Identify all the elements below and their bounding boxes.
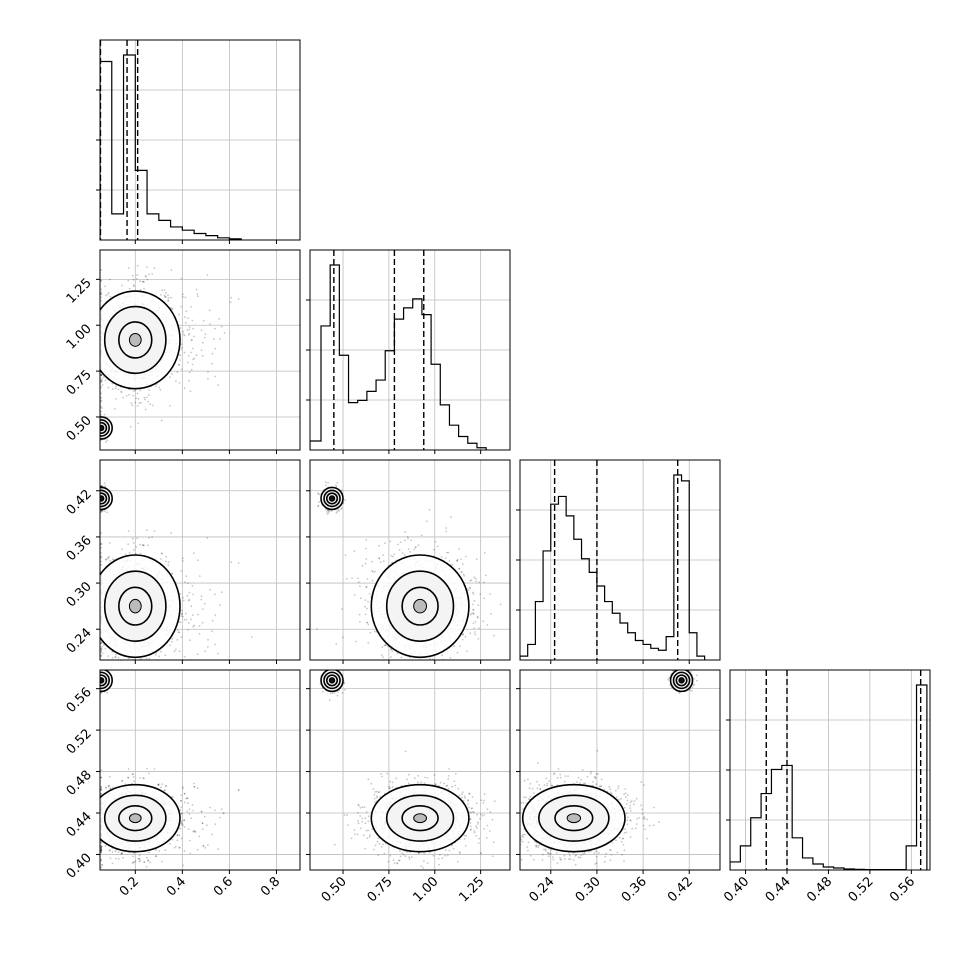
x-tick-label: 0.75 bbox=[365, 874, 396, 905]
y-tick-label: 0.30 bbox=[64, 579, 95, 610]
y-tick-label: 0.50 bbox=[64, 413, 95, 444]
y-tick-label: 0.48 bbox=[64, 768, 95, 799]
scatter-frame-p0-p3 bbox=[99, 669, 301, 871]
x-tick-label: 0.36 bbox=[619, 874, 650, 905]
x-tick-label: 0.48 bbox=[804, 874, 835, 905]
density-contour bbox=[100, 424, 105, 432]
density-contour bbox=[678, 677, 685, 684]
histogram-panel-p1 bbox=[306, 250, 510, 450]
scatter-panel-p0-p2 bbox=[100, 460, 300, 660]
histogram-step bbox=[520, 474, 706, 660]
y-tick-label: 1.00 bbox=[64, 321, 95, 352]
density-contour bbox=[328, 677, 336, 684]
y-tick-label: 0.36 bbox=[64, 533, 95, 564]
histogram-frame-p3 bbox=[729, 669, 931, 871]
histogram-frame-p0 bbox=[99, 39, 301, 241]
scatter-frame-p2-p3 bbox=[519, 669, 721, 871]
scatter-panel-p0-p1 bbox=[100, 250, 300, 450]
density-contour bbox=[413, 598, 428, 614]
scatter-frame-p0-p2 bbox=[99, 459, 301, 661]
x-tick-label: 1.25 bbox=[456, 874, 487, 905]
x-tick-label: 0.42 bbox=[665, 874, 696, 905]
histogram-panel-p0 bbox=[96, 40, 300, 240]
x-tick-label: 0.8 bbox=[258, 874, 283, 899]
scatter-frame-p0-p1 bbox=[99, 249, 301, 451]
x-tick-label: 0.40 bbox=[721, 874, 752, 905]
x-tick-label: 0.56 bbox=[887, 874, 918, 905]
density-contour bbox=[566, 813, 582, 824]
y-tick-label: 0.56 bbox=[64, 685, 95, 716]
x-tick-label: 0.44 bbox=[763, 874, 794, 905]
scatter-frame-p1-p2 bbox=[309, 459, 511, 661]
y-tick-label: 0.52 bbox=[64, 726, 95, 757]
histogram-step bbox=[100, 54, 242, 240]
density-contour bbox=[328, 495, 336, 502]
scatter-panel-p0-p3 bbox=[100, 670, 300, 870]
density-contour bbox=[413, 813, 428, 824]
y-tick-label: 1.25 bbox=[64, 276, 95, 307]
density-contour bbox=[100, 495, 105, 502]
histogram-frame-p1 bbox=[309, 249, 511, 451]
scatter-frame-p1-p3 bbox=[309, 669, 511, 871]
density-contour bbox=[128, 332, 142, 347]
x-tick-label: 0.52 bbox=[846, 874, 877, 905]
histogram-panel-p2 bbox=[516, 460, 720, 660]
y-tick-label: 0.40 bbox=[64, 851, 95, 882]
x-tick-label: 1.00 bbox=[411, 874, 442, 905]
x-tick-label: 0.50 bbox=[319, 874, 350, 905]
scatter-panel-p1-p3 bbox=[310, 670, 510, 870]
histogram-panel-p3 bbox=[726, 670, 930, 870]
x-tick-label: 0.24 bbox=[527, 874, 558, 905]
x-tick-label: 0.6 bbox=[211, 874, 236, 899]
scatter-panel-p2-p3 bbox=[520, 670, 720, 870]
x-tick-label: 0.30 bbox=[573, 874, 604, 905]
x-tick-label: 0.2 bbox=[117, 874, 142, 899]
y-tick-label: 0.24 bbox=[64, 625, 95, 656]
scatter-panel-p1-p2 bbox=[310, 460, 510, 660]
histogram-step bbox=[310, 264, 487, 450]
y-tick-label: 0.75 bbox=[64, 367, 95, 398]
y-tick-label: 0.42 bbox=[64, 487, 95, 518]
histogram-frame-p2 bbox=[519, 459, 721, 661]
x-tick-label: 0.4 bbox=[164, 874, 189, 899]
density-contour bbox=[128, 813, 142, 824]
density-contour bbox=[128, 598, 142, 614]
y-tick-label: 0.44 bbox=[64, 809, 95, 840]
density-contour bbox=[100, 677, 105, 684]
